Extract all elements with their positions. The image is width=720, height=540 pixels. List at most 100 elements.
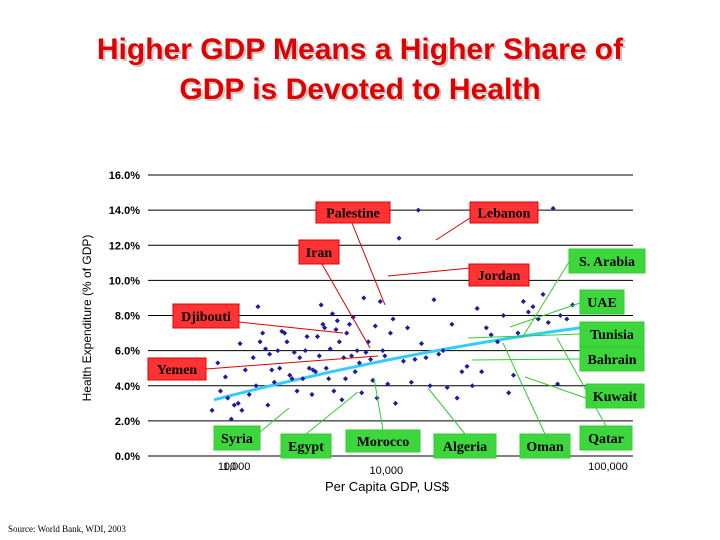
country-label-box [519,433,571,459]
data-point [326,376,332,382]
source-note: Source: World Bank, WDI, 2003 [8,524,126,534]
country-label-box [579,346,645,372]
leader-line [305,391,359,435]
y-tick-label: 8.0% [115,311,140,323]
country-label-box [568,248,646,274]
trend-line [213,324,594,402]
data-point [222,374,228,380]
data-point [215,360,221,366]
data-point [316,353,322,359]
data-point [344,330,350,336]
data-point [260,330,266,336]
data-point [267,351,273,357]
data-point [294,388,300,394]
data-point [545,319,551,326]
data-point [392,400,399,406]
leader-line [556,337,607,427]
data-point [262,346,269,352]
data-point [390,316,396,322]
country-label-box [579,321,645,347]
country-label: Djibouti [181,310,231,325]
slide-title: Higher GDP Means a Higher Share of GDP i… [0,30,720,110]
data-point [418,341,425,347]
data-point [341,355,347,361]
data-point [282,330,288,336]
data-point [225,395,231,401]
data-point [255,304,261,310]
leader-line [259,407,290,433]
data-point [520,298,526,304]
data-point [291,349,297,355]
data-point [253,383,259,389]
data-point [334,318,340,324]
leader-line [502,342,546,435]
data-point [363,349,369,355]
data-point [331,388,337,394]
country-label: Tunisia [590,328,634,343]
y-tick-label: 10.0% [109,275,140,287]
country-label: Morocco [357,435,410,450]
data-point [495,339,501,345]
leader-line [427,387,466,435]
leader-line [387,267,471,277]
data-point [500,312,506,319]
country-label: Oman [526,440,564,455]
data-point [235,400,241,406]
data-point [322,325,328,331]
data-point [427,383,433,389]
data-point [540,291,546,297]
country-label: Algeria [443,440,487,455]
data-point [454,395,460,401]
country-label: Palestine [326,207,380,222]
y-tick-label: 4.0% [115,381,140,393]
data-point [302,348,308,354]
leader-line [467,333,581,339]
leader-line [373,377,384,431]
data-point [372,323,378,329]
leader-line [321,263,371,349]
data-point [320,321,326,327]
country-label-box [147,357,207,381]
data-point [352,369,358,375]
country-label-box [213,425,261,451]
data-point [354,348,360,354]
country-label: Egypt [288,440,324,455]
data-point [327,346,333,352]
data-point [412,356,418,362]
country-label-box [469,201,539,224]
data-point [275,348,281,354]
country-label: Qatar [588,432,624,447]
country-label: Bahrain [587,353,636,368]
data-point [297,355,303,361]
data-point [304,334,310,340]
data-point [342,376,349,382]
data-point [431,297,437,303]
data-point [396,235,402,241]
country-label-box [468,263,530,287]
data-point [314,334,321,340]
data-point [250,355,256,361]
country-label-box [172,303,240,329]
data-point [359,390,365,396]
data-point [368,356,374,362]
y-tick-label: 0.0% [115,451,140,463]
y-tick-label: 2.0% [115,416,140,428]
data-point [312,369,319,375]
data-point [525,309,531,315]
data-point [265,402,271,408]
data-point [550,205,556,211]
data-point [415,207,421,213]
data-point [346,321,353,327]
data-point [440,348,446,354]
data-point [515,330,521,336]
data-point [506,390,512,396]
data-point [231,402,237,408]
country-label-box [579,289,625,315]
data-point [277,365,283,371]
data-point [469,383,475,389]
y-tick-label: 16.0% [109,170,140,182]
data-point [387,330,393,336]
data-point [474,305,480,312]
data-point [336,339,342,345]
